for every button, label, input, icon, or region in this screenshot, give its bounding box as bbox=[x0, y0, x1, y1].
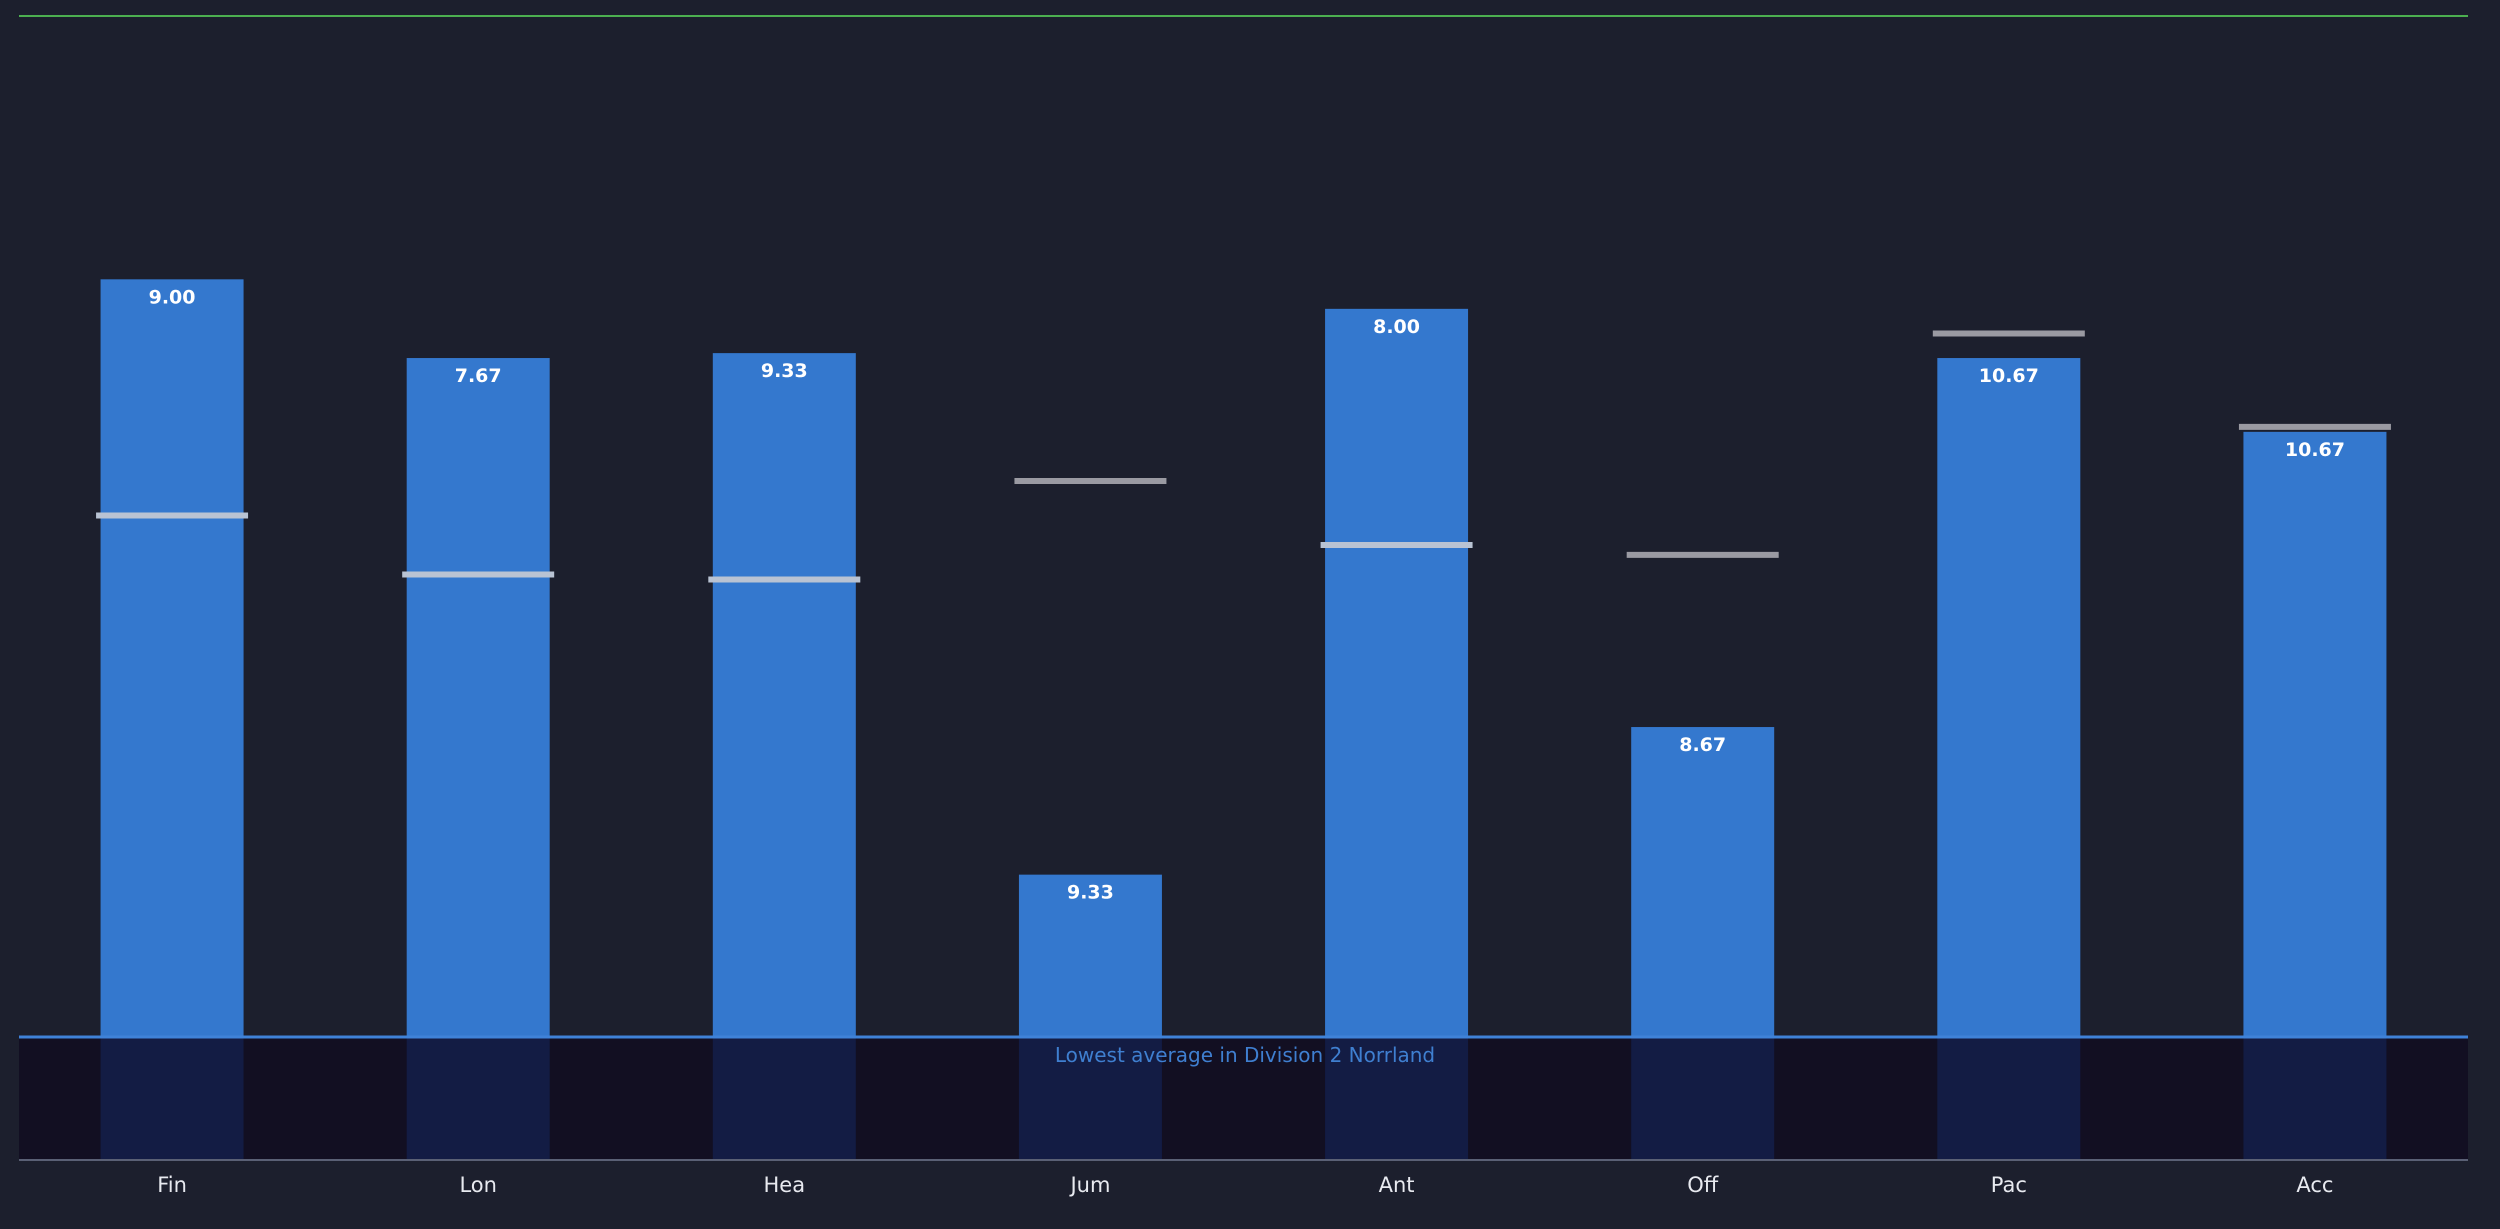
x-tick-label-fin: Fin bbox=[157, 1173, 187, 1197]
bar-value-label-pac: 10.67 bbox=[1979, 365, 2039, 387]
bar-below-lon bbox=[406, 1037, 550, 1160]
bar-acc[interactable] bbox=[2243, 431, 2387, 1038]
bar-hea[interactable] bbox=[712, 353, 856, 1037]
bar-below-ant bbox=[1325, 1037, 1469, 1160]
bar-lon[interactable] bbox=[406, 358, 550, 1037]
bar-off[interactable] bbox=[1631, 727, 1775, 1037]
x-tick-label-acc: Acc bbox=[2296, 1173, 2333, 1197]
threshold-label: Lowest average in Division 2 Norrland bbox=[1055, 1043, 1435, 1067]
x-tick-label-pac: Pac bbox=[1991, 1173, 2027, 1197]
bar-below-off bbox=[1631, 1037, 1775, 1160]
x-tick-label-hea: Hea bbox=[764, 1173, 806, 1197]
x-tick-label-off: Off bbox=[1687, 1173, 1719, 1197]
bar-ant[interactable] bbox=[1325, 308, 1469, 1038]
bar-below-pac bbox=[1937, 1037, 2081, 1160]
bar-fin[interactable] bbox=[100, 279, 244, 1037]
x-tick-label-lon: Lon bbox=[459, 1173, 497, 1197]
bar-value-label-acc: 10.67 bbox=[2285, 439, 2345, 461]
x-tick-label-ant: Ant bbox=[1379, 1173, 1415, 1197]
x-tick-label-jum: Jum bbox=[1068, 1173, 1110, 1197]
bar-value-label-ant: 8.00 bbox=[1373, 316, 1420, 338]
bar-below-jum bbox=[1018, 1037, 1162, 1160]
bar-below-acc bbox=[2243, 1037, 2387, 1160]
bar-value-label-jum: 9.33 bbox=[1067, 882, 1114, 904]
bar-value-label-off: 8.67 bbox=[1679, 734, 1726, 756]
bar-value-label-lon: 7.67 bbox=[455, 365, 502, 387]
bar-value-label-hea: 9.33 bbox=[761, 360, 808, 382]
bar-below-hea bbox=[712, 1037, 856, 1160]
bar-value-label-fin: 9.00 bbox=[149, 286, 196, 308]
bar-below-fin bbox=[100, 1037, 244, 1160]
bar-jum[interactable] bbox=[1018, 874, 1162, 1037]
bar-pac[interactable] bbox=[1937, 358, 2081, 1037]
